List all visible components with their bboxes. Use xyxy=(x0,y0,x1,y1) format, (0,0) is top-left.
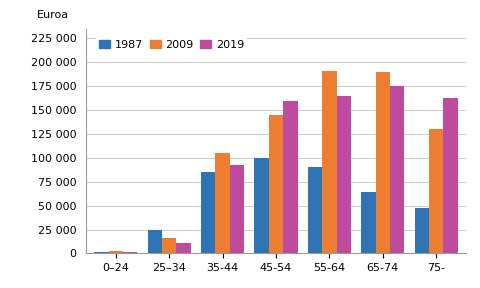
Bar xyxy=(123,252,137,253)
Bar xyxy=(254,158,269,253)
Bar xyxy=(201,172,216,253)
Bar xyxy=(269,115,283,253)
Bar xyxy=(283,101,298,253)
Bar xyxy=(415,208,429,253)
Bar xyxy=(176,243,191,253)
Bar xyxy=(108,251,123,253)
Bar xyxy=(390,86,405,253)
Bar xyxy=(308,167,322,253)
Bar xyxy=(376,72,390,253)
Text: Euroa: Euroa xyxy=(37,10,69,20)
Bar xyxy=(322,71,336,253)
Bar xyxy=(230,166,244,253)
Bar xyxy=(162,238,176,253)
Bar xyxy=(94,251,108,253)
Bar xyxy=(147,230,162,253)
Bar xyxy=(361,192,376,253)
Bar xyxy=(216,153,230,253)
Bar xyxy=(429,129,444,253)
Legend: 1987, 2009, 2019: 1987, 2009, 2019 xyxy=(96,37,247,53)
Bar xyxy=(444,98,458,253)
Bar xyxy=(336,96,351,253)
